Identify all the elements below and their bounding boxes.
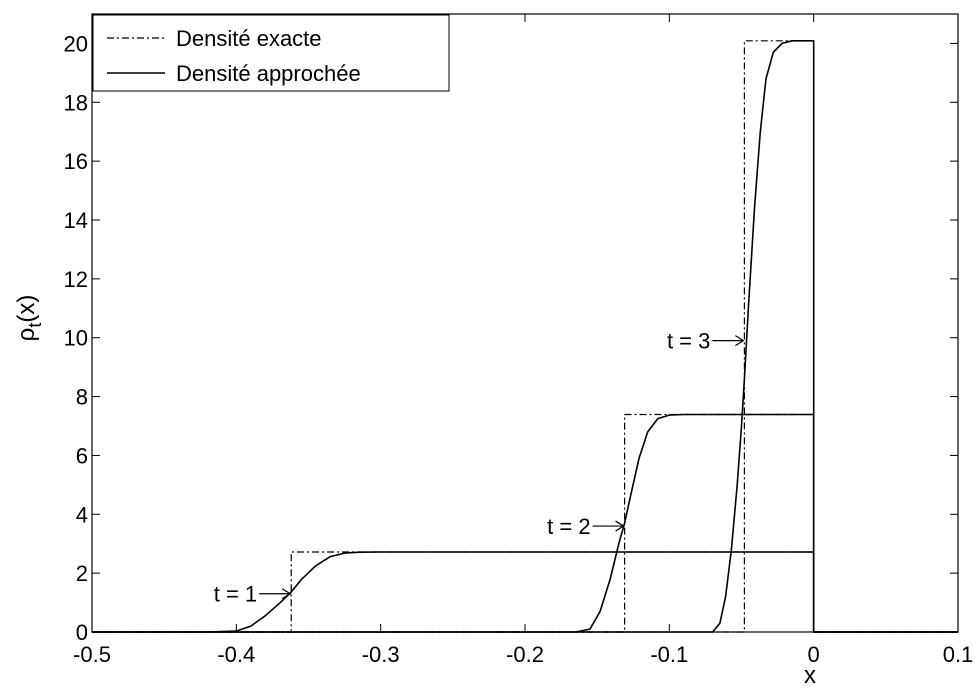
axis-ticks: -0.5 -0.4 -0.3 -0.2 -0.1 0 0.1 0 2 4 6 8 10 12 14 16 18 2… — [64, 14, 974, 667]
y-tick-label: 10 — [64, 326, 88, 351]
legend-label-exact: Densité exacte — [176, 26, 322, 51]
x-tick-label: 0 — [808, 642, 820, 667]
x-tick-label: 0.1 — [943, 642, 974, 667]
y-axis-label-main: ρ — [13, 328, 40, 342]
x-axis-label: x — [804, 662, 816, 689]
y-tick-label: 14 — [64, 208, 88, 233]
y-tick-label: 2 — [76, 561, 88, 586]
approx-density-line — [92, 413, 958, 633]
y-axis-label: ρt(x) — [13, 295, 45, 342]
svg-text:ρt(x): ρt(x) — [13, 295, 45, 342]
y-tick-label: 6 — [76, 443, 88, 468]
legend-box — [92, 14, 450, 92]
y-tick-label: 8 — [76, 385, 88, 410]
y-axis-label-tail: (x) — [13, 295, 40, 323]
y-tick-label: 0 — [76, 620, 88, 645]
y-tick-label: 4 — [76, 502, 88, 527]
data-series — [92, 39, 958, 633]
approx-density-line — [92, 551, 958, 633]
plot-area — [91, 13, 959, 633]
time-annotations: t = 1 t = 2 t = 3 — [214, 329, 745, 607]
y-tick-label: 12 — [64, 267, 88, 292]
annotation-label: t = 1 — [214, 582, 257, 607]
x-tick-label: -0.4 — [217, 642, 255, 667]
y-tick-label: 16 — [64, 149, 88, 174]
annotation-arrowhead — [281, 588, 292, 600]
y-tick-label: 18 — [64, 90, 88, 115]
annotation-arrowhead — [735, 335, 745, 347]
x-tick-label: -0.3 — [362, 642, 400, 667]
approx-density-line — [92, 39, 958, 633]
legend: Densité exacte Densité approchée — [92, 14, 450, 92]
x-tick-label: -0.1 — [650, 642, 688, 667]
x-tick-label: -0.2 — [506, 642, 544, 667]
x-tick-label: -0.5 — [73, 642, 111, 667]
annotation-arrowhead — [615, 520, 625, 532]
y-axis-label-sub: t — [25, 323, 45, 328]
legend-label-approx: Densité approchée — [176, 61, 361, 86]
annotation-label: t = 3 — [667, 329, 710, 354]
y-tick-label: 20 — [64, 31, 88, 56]
annotation-label: t = 2 — [547, 514, 590, 539]
